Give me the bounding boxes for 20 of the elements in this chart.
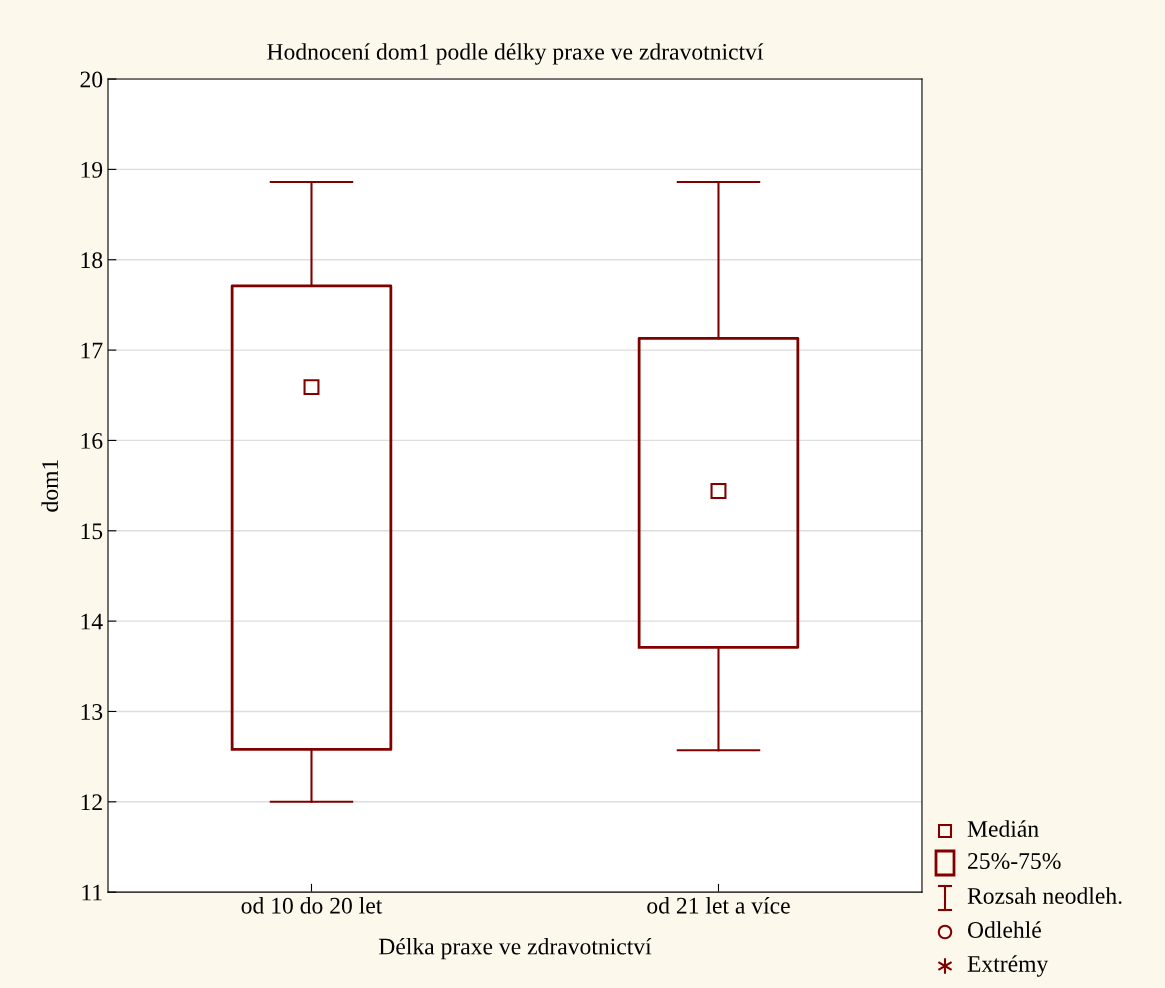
y-tick-label: 19 bbox=[81, 161, 103, 178]
y-axis-title: dom1 bbox=[41, 460, 59, 512]
text: 25%-75% bbox=[968, 852, 1061, 869]
chart-title: Hodnocení dom1 podle délky praxe ve zdravotnictví bbox=[267, 43, 764, 65]
y-tick-label: 11 bbox=[82, 884, 102, 901]
y-tick-label: 17 bbox=[81, 342, 103, 359]
y-tick-label: 14 bbox=[81, 613, 103, 630]
text: Rozsah neodleh. bbox=[967, 887, 1122, 905]
text: Extrémy bbox=[967, 955, 1049, 977]
y-tick-label: 15 bbox=[81, 523, 103, 540]
x-axis-title: Délka praxe ve zdravotnictví bbox=[378, 937, 652, 960]
text: Odlehlé bbox=[967, 921, 1041, 938]
text: Medián bbox=[967, 820, 1039, 837]
x-tick-label: od 10 do 20 let bbox=[241, 897, 383, 914]
y-tick-label: 18 bbox=[81, 252, 103, 269]
x-tick-label: od 21 let a více bbox=[647, 896, 790, 914]
y-tick-label: 12 bbox=[81, 794, 102, 811]
y-tick-label: 13 bbox=[81, 704, 103, 720]
y-tick-label: 16 bbox=[81, 432, 103, 449]
y-tick-label: 20 bbox=[80, 71, 103, 88]
